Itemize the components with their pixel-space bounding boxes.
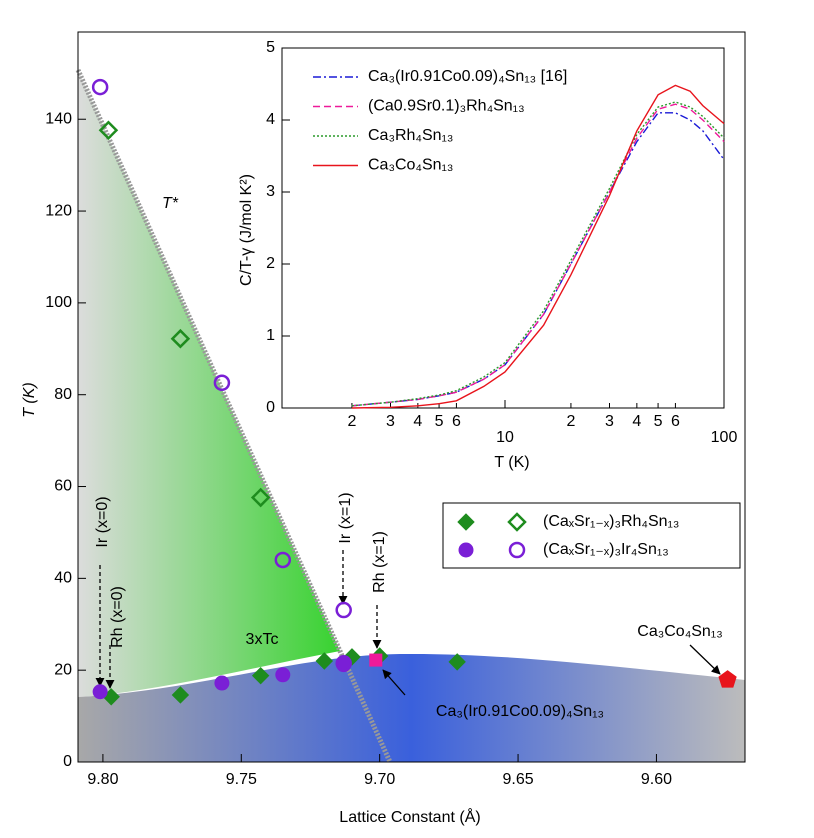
y-tick-label: 120 bbox=[45, 202, 72, 219]
data-line bbox=[351, 103, 725, 407]
circle-marker bbox=[508, 541, 526, 559]
main-plot bbox=[75, 68, 745, 764]
x-tick-label: 10 bbox=[496, 429, 514, 446]
diamond-marker bbox=[457, 513, 475, 531]
x-tick-label: 2 bbox=[566, 413, 575, 430]
circle-marker bbox=[92, 684, 108, 700]
y-axis-label: C/T-γ (J/mol K²) bbox=[238, 174, 255, 286]
y-tick-label: 140 bbox=[45, 110, 72, 127]
legend-label: (CaₓSr₁₋ₓ)₃Ir₄Sn₁₃ bbox=[543, 541, 669, 558]
diamond-marker bbox=[448, 653, 466, 671]
legend-label: (CaₓSr₁₋ₓ)₃Rh₄Sn₁₃ bbox=[543, 513, 679, 530]
x-tick-label: 9.60 bbox=[641, 771, 672, 788]
pentagon-marker bbox=[718, 670, 737, 688]
legend-label: Ca₃Rh₄Sn₁₃ bbox=[368, 127, 453, 144]
y-tick-label: 4 bbox=[266, 111, 275, 128]
annotation: Ca₃Co₄Sn₁₃ bbox=[637, 623, 722, 640]
x-tick-label: 100 bbox=[711, 429, 738, 446]
x-tick-label: 4 bbox=[413, 413, 422, 430]
green-region bbox=[78, 70, 340, 697]
main-frame bbox=[77, 31, 746, 763]
x-tick-label: 3 bbox=[605, 413, 614, 430]
annotation: 3xTc bbox=[246, 631, 279, 648]
data-line bbox=[351, 84, 725, 409]
x-tick-label: 2 bbox=[347, 413, 356, 430]
y-tick-label: 100 bbox=[45, 294, 72, 311]
annotation: Ir (x=0) bbox=[94, 496, 111, 547]
diamond-marker bbox=[170, 328, 191, 349]
diamond-marker bbox=[343, 648, 361, 666]
circle-marker bbox=[274, 551, 292, 569]
diamond-marker bbox=[251, 666, 270, 685]
circle-marker bbox=[91, 78, 109, 96]
y-tick-label: 20 bbox=[54, 661, 72, 678]
x-tick-label: 4 bbox=[632, 413, 641, 430]
diamond-marker bbox=[98, 120, 119, 141]
t-star-line bbox=[75, 68, 393, 764]
y-tick-label: 80 bbox=[54, 386, 72, 403]
x-tick-label: 6 bbox=[452, 413, 461, 430]
y-tick-label: 2 bbox=[266, 255, 275, 272]
circle-marker bbox=[275, 667, 291, 683]
x-tick-label: 5 bbox=[654, 413, 663, 430]
y-axis-label: T (K) bbox=[21, 382, 38, 418]
circle-marker bbox=[458, 542, 474, 558]
x-tick-label: 3 bbox=[386, 413, 395, 430]
x-axis-label: T (K) bbox=[494, 454, 529, 471]
annotation: T* bbox=[162, 195, 179, 212]
y-tick-label: 0 bbox=[63, 753, 72, 770]
arrow bbox=[382, 669, 406, 696]
circle-marker bbox=[214, 675, 230, 691]
annotation: Rh (x=1) bbox=[371, 531, 388, 593]
x-tick-label: 9.70 bbox=[364, 771, 395, 788]
legend-box bbox=[442, 502, 741, 569]
legend-label: (Ca0.9Sr0.1)₃Rh₄Sn₁₃ bbox=[368, 98, 525, 115]
x-tick-label: 9.75 bbox=[226, 771, 257, 788]
diamond-marker bbox=[315, 652, 334, 670]
y-tick-label: 1 bbox=[266, 327, 275, 344]
arrows bbox=[95, 550, 721, 696]
arrow bbox=[689, 644, 721, 675]
legend-label: Ca₃Co₄Sn₁₃ bbox=[368, 157, 453, 174]
square-marker bbox=[369, 653, 383, 667]
y-tick-label: 3 bbox=[266, 183, 275, 200]
y-tick-label: 5 bbox=[266, 39, 275, 56]
annotation: Ca₃(Ir0.91Co0.09)₄Sn₁₃ bbox=[436, 703, 604, 720]
circle-marker bbox=[213, 374, 231, 392]
data-line bbox=[351, 101, 725, 407]
data-line bbox=[351, 112, 725, 407]
diamond-marker bbox=[171, 686, 190, 704]
legend-label: Ca₃(Ir0.91Co0.09)₄Sn₁₃ [16] bbox=[368, 68, 567, 85]
diamond-marker bbox=[250, 487, 271, 508]
circle-marker bbox=[335, 601, 352, 619]
y-tick-label: 60 bbox=[54, 478, 72, 495]
x-tick-label: 9.80 bbox=[87, 771, 118, 788]
circle-marker bbox=[335, 655, 352, 672]
x-tick-label: 9.65 bbox=[502, 771, 533, 788]
x-axis-label: Lattice Constant (Å) bbox=[339, 807, 480, 826]
annotation: Ir (x=1) bbox=[337, 492, 354, 543]
x-tick-label: 5 bbox=[435, 413, 444, 430]
x-tick-label: 6 bbox=[671, 413, 680, 430]
y-tick-label: 0 bbox=[266, 399, 275, 416]
annotation: Rh (x=0) bbox=[109, 586, 126, 648]
blue-region bbox=[78, 653, 745, 762]
diamond-marker bbox=[507, 512, 527, 532]
y-tick-label: 40 bbox=[54, 570, 72, 587]
